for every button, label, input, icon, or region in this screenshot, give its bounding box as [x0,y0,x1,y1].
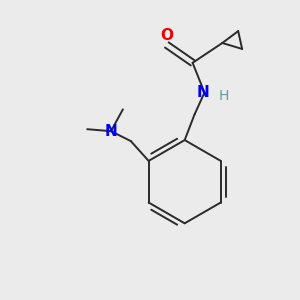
Text: O: O [160,28,173,43]
Text: N: N [105,124,117,139]
Text: H: H [218,88,229,103]
Text: N: N [197,85,210,100]
